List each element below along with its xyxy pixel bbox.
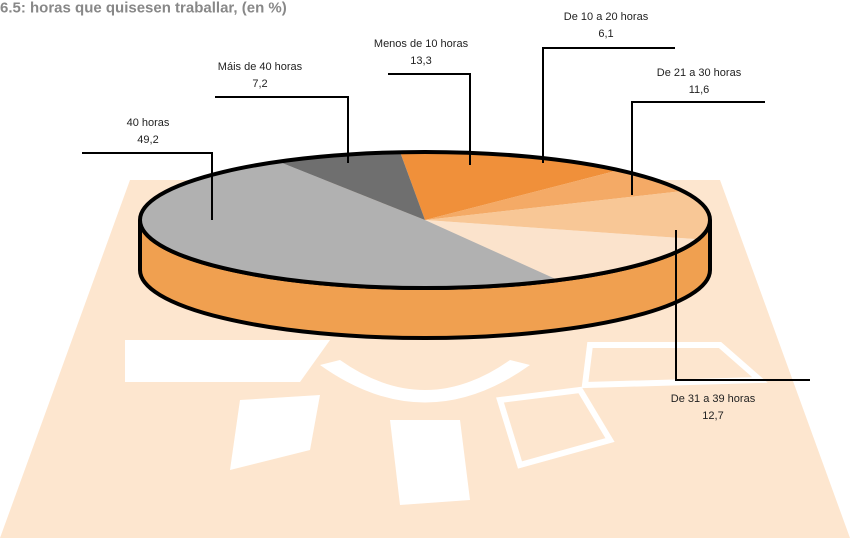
value-label: 12,7 [702,410,723,422]
value-label: 13,3 [410,55,431,67]
category-label: De 31 a 39 horas [671,393,756,405]
value-label: 11,6 [689,84,710,96]
pie-slice [425,191,710,240]
category-label: Menos de 10 horas [374,38,469,50]
pie-slice [140,161,559,288]
pie-slice [425,220,699,281]
category-label: 40 horas [127,117,170,129]
value-label: 6,1 [598,28,613,40]
pie-slice [278,152,425,220]
category-label: De 21 a 30 horas [657,67,742,79]
pie-rim [138,150,712,290]
background-ornament [125,340,768,505]
pie-slice [400,151,619,220]
chart-title: 6.5: horas que quisesen traballar, (en %… [0,0,287,16]
value-label: 49,2 [137,134,158,146]
category-label: Máis de 40 horas [218,61,303,73]
leader-lines [82,47,810,381]
value-label: 7,2 [252,78,267,90]
category-label: De 10 a 20 horas [564,11,649,23]
pie-slice [425,170,683,220]
